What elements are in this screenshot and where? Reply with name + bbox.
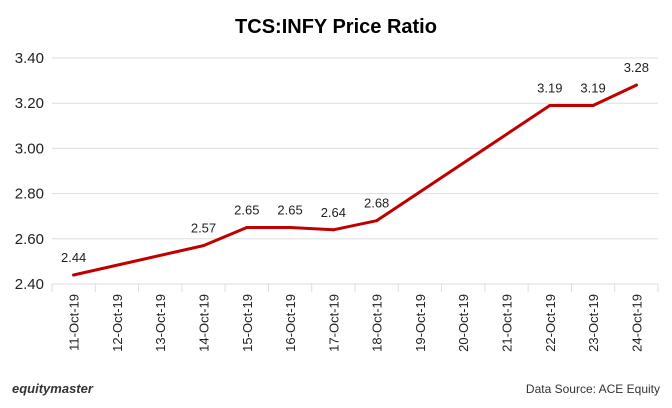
y-tick-label: 2.40 [15, 276, 44, 293]
x-tick-label: 12-Oct-19 [110, 294, 125, 352]
data-label: 2.57 [191, 221, 216, 236]
data-point [548, 103, 552, 107]
x-tick-label: 24-Oct-19 [629, 294, 644, 352]
data-label: 2.64 [321, 205, 346, 220]
x-tick-label: 21-Oct-19 [500, 294, 515, 352]
chart-title: TCS:INFY Price Ratio [235, 16, 437, 38]
x-tick-label: 23-Oct-19 [586, 294, 601, 352]
x-tick-label: 13-Oct-19 [153, 294, 168, 352]
series-line [72, 83, 638, 277]
data-point [375, 219, 379, 223]
axis-layer: 2.40 2.60 2.80 3.00 3.20 3.40 11-Oct-19 12-Oct-… [15, 50, 645, 352]
data-point [331, 228, 335, 232]
x-tick-label: 16-Oct-19 [283, 294, 298, 352]
x-tick-label: 15-Oct-19 [240, 294, 255, 352]
data-label: 2.65 [234, 203, 259, 218]
data-point [288, 226, 292, 229]
data-label: 2.44 [61, 250, 86, 265]
y-tick-label: 2.60 [15, 231, 44, 248]
data-label: 2.65 [277, 203, 302, 218]
grid-layer [51, 57, 659, 292]
x-tick-label: 11-Oct-19 [67, 294, 82, 351]
equitymaster-logo: equitymaster [12, 381, 93, 396]
y-tick-label: 2.80 [15, 186, 44, 203]
x-tick-label: 19-Oct-19 [413, 294, 428, 352]
series-layer [72, 83, 638, 277]
x-tick-label: 20-Oct-19 [456, 294, 471, 352]
x-tick-label: 14-Oct-19 [197, 294, 212, 352]
x-tick-label: 17-Oct-19 [326, 294, 341, 352]
data-label: 2.68 [364, 196, 389, 211]
data-point [245, 226, 249, 229]
data-point [634, 83, 638, 87]
x-tick-label: 18-Oct-19 [370, 294, 385, 352]
data-point [591, 103, 595, 107]
data-label: 3.19 [537, 80, 562, 95]
y-tick-label: 3.00 [15, 140, 44, 157]
y-tick-label: 3.40 [15, 50, 44, 67]
data-label: 3.19 [580, 80, 605, 95]
data-label-layer: 2.44 2.57 2.65 2.65 2.64 2.68 3.19 3.19 3.28 [61, 60, 649, 265]
data-source-note: Data Source: ACE Equity [525, 382, 660, 396]
data-point [72, 273, 76, 277]
data-label: 3.28 [624, 60, 649, 75]
x-tick-label: 22-Oct-19 [543, 294, 558, 352]
data-point [202, 244, 205, 248]
y-tick-label: 3.20 [15, 95, 44, 112]
